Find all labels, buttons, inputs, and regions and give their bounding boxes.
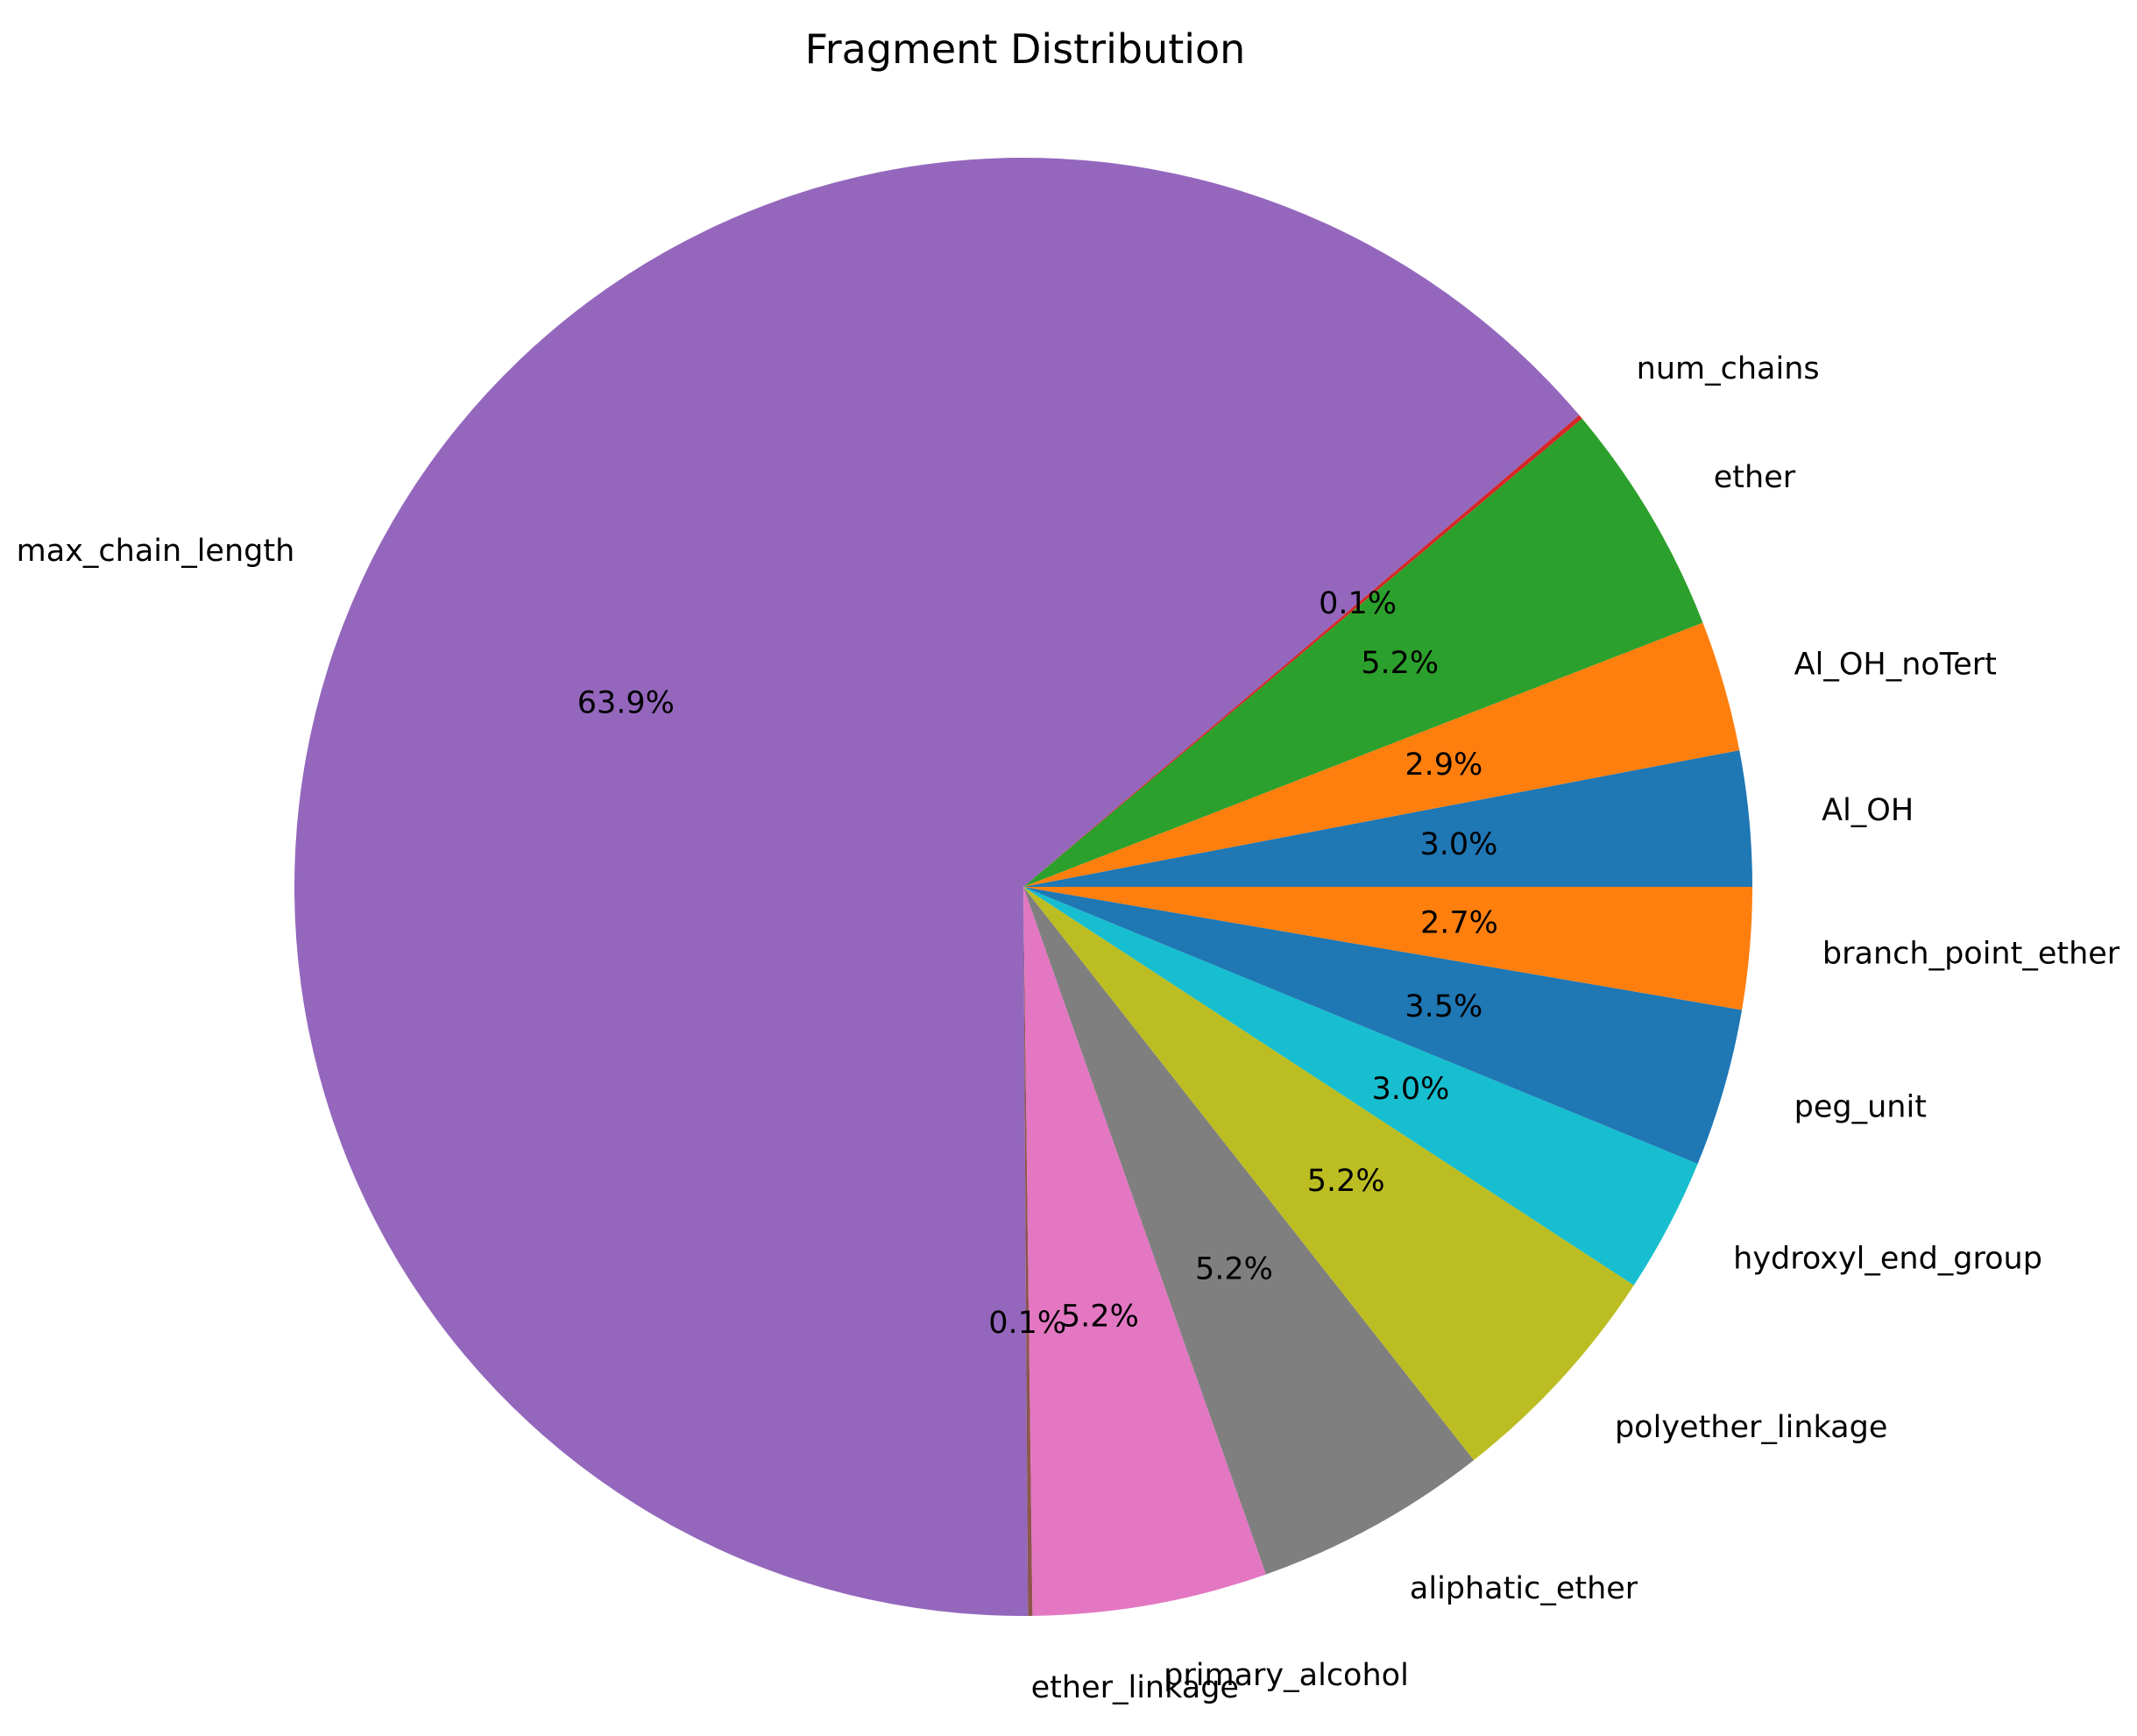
slice-label-polyether-linkage: polyether_linkage [1615, 1410, 1887, 1445]
percent-label-max-chain-length: 63.9% [577, 686, 675, 721]
percent-label-hydroxyl-end-group: 3.0% [1371, 1072, 1449, 1107]
slice-al-oh-notert [1023, 622, 1740, 887]
slice-label-al-oh-notert: Al_OH_noTert [1794, 647, 1997, 682]
slice-branch-point-ether [1023, 887, 1752, 1010]
slice-label-al-oh: Al_OH [1822, 793, 1914, 828]
percent-label-num-chains: 0.1% [1319, 586, 1397, 621]
slice-labels: Al_OH Al_OH_noTert ether num_chains max_chai… [17, 351, 2120, 1705]
slice-label-ether: ether [1714, 460, 1796, 495]
chart-title: Fragment Distribution [805, 25, 1246, 73]
percent-label-branch-point-ether: 2.7% [1420, 905, 1498, 940]
percent-label-al-oh: 3.0% [1420, 827, 1498, 862]
slice-label-max-chain-length: max_chain_length [17, 534, 295, 569]
percent-label-ether-linkage: 0.1% [988, 1306, 1066, 1341]
slice-peg-unit [1023, 887, 1743, 1164]
percent-label-aliphatic-ether: 5.2% [1195, 1251, 1273, 1286]
slice-label-branch-point-ether: branch_point_ether [1822, 937, 2120, 972]
slice-al-oh [1023, 750, 1752, 887]
slice-label-ether-linkage: ether_linkage [1031, 1670, 1239, 1705]
slice-max-chain-length [294, 158, 1580, 1616]
slice-hydroxyl-end-group [1023, 887, 1698, 1286]
percent-label-peg-unit: 3.5% [1405, 989, 1482, 1024]
slice-label-aliphatic-ether: aliphatic_ether [1410, 1571, 1638, 1606]
percent-label-polyether-linkage: 5.2% [1307, 1164, 1385, 1199]
pie-slices [294, 158, 1752, 1616]
slice-ether-linkage [1023, 887, 1033, 1616]
slice-label-peg-unit: peg_unit [1794, 1090, 1927, 1125]
slice-polyether-linkage [1023, 887, 1634, 1461]
slice-primary-alcohol [1023, 887, 1266, 1616]
slice-label-num-chains: num_chains [1637, 351, 1820, 386]
percent-label-primary-alcohol: 5.2% [1061, 1299, 1139, 1334]
slice-num-chains [1023, 415, 1582, 888]
slice-label-hydroxyl-end-group: hydroxyl_end_group [1733, 1242, 2042, 1277]
slice-label-primary-alcohol: primary_alcohol [1164, 1658, 1409, 1693]
slice-ether [1023, 418, 1703, 888]
percent-label-al-oh-notert: 2.9% [1405, 748, 1482, 783]
percent-labels: 3.0%2.9%5.2%0.1%63.9%0.1%5.2%5.2%5.2%3.0… [577, 586, 1498, 1341]
percent-label-ether: 5.2% [1361, 646, 1439, 681]
slice-aliphatic-ether [1023, 887, 1475, 1575]
